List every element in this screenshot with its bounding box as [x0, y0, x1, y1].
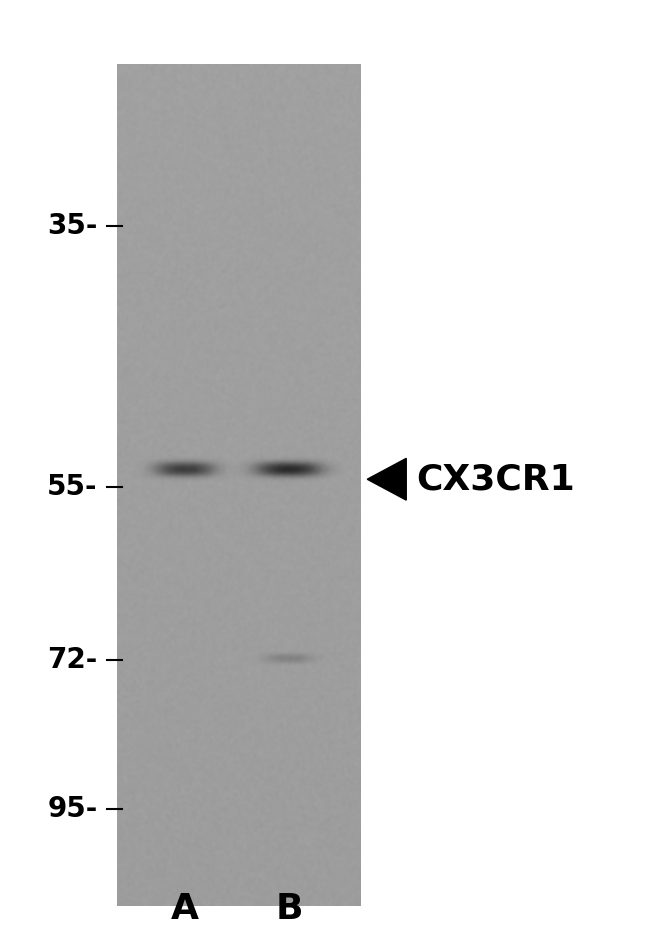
Text: B: B — [276, 892, 303, 926]
Polygon shape — [367, 458, 406, 500]
Text: CX3CR1: CX3CR1 — [416, 462, 575, 496]
Text: 55-: 55- — [47, 473, 98, 501]
Text: A: A — [171, 892, 200, 926]
Text: 95-: 95- — [47, 794, 98, 823]
Text: 35-: 35- — [47, 212, 98, 240]
Text: 72-: 72- — [47, 645, 98, 674]
